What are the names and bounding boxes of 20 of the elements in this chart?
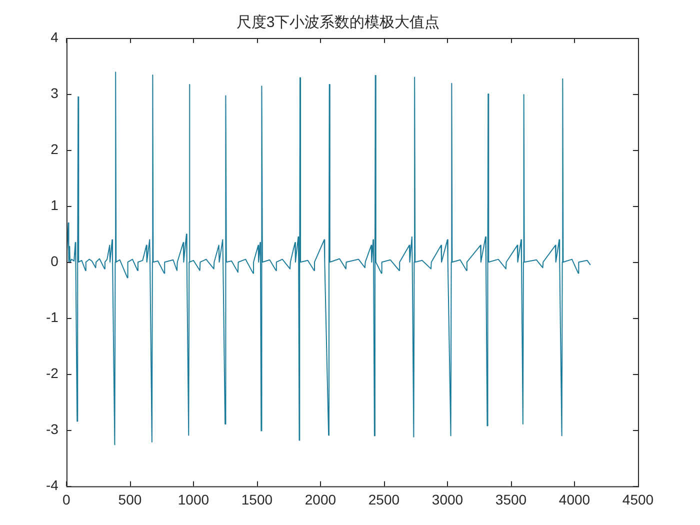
y-tick-label: 0 — [50, 252, 59, 269]
x-tick-label: 2500 — [368, 491, 400, 508]
x-tick-label: 0 — [62, 491, 71, 508]
y-tick-label: 3 — [50, 84, 59, 101]
y-tick-label: -3 — [46, 421, 59, 438]
y-tick-label: -1 — [46, 308, 59, 325]
y-tick-label: 4 — [50, 28, 59, 45]
y-tick-label: 2 — [50, 140, 59, 157]
y-tick-label: -2 — [46, 365, 59, 382]
x-tick-label: 1500 — [241, 491, 273, 508]
y-tick-label: -4 — [46, 477, 59, 494]
x-tick-label: 3500 — [495, 491, 527, 508]
y-tick-label: 1 — [50, 196, 59, 213]
x-tick-label: 3000 — [432, 491, 464, 508]
x-tick-label: 4500 — [622, 491, 654, 508]
chart-title: 尺度3下小波系数的模极大值点 — [236, 14, 440, 32]
x-tick-label: 1000 — [178, 491, 210, 508]
x-tick-label: 2000 — [304, 491, 336, 508]
x-tick-label: 4000 — [558, 491, 590, 508]
x-tick-label: 500 — [118, 491, 142, 508]
